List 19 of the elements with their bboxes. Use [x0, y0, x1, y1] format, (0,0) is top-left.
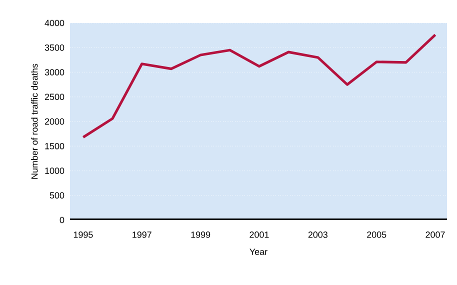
y-tick-label: 4000	[44, 20, 64, 26]
y-tick-label: 500	[50, 192, 64, 199]
x-tick-label: 2005	[367, 232, 386, 238]
y-tick-label: 1000	[45, 168, 64, 174]
y-axis-title: Number of road traffic deaths	[31, 64, 38, 179]
x-tick-label: 1997	[132, 232, 152, 238]
x-tick-label: 2007	[426, 232, 445, 238]
y-tick-label: 3500	[44, 44, 64, 51]
x-tick-label: 2001	[250, 232, 269, 238]
y-tick-label: 2000	[44, 118, 64, 125]
y-tick-label: 3000	[44, 69, 64, 76]
x-tick-label: 1999	[191, 232, 210, 238]
y-tick-label: 0	[60, 216, 64, 224]
x-tick-label: 2003	[308, 232, 328, 238]
y-tick-label: 2500	[44, 94, 64, 100]
x-axis-title: Year	[250, 248, 268, 255]
line-series	[82, 34, 437, 139]
y-tick-label: 1500	[45, 142, 64, 150]
x-tick-label: 1995	[74, 232, 93, 238]
